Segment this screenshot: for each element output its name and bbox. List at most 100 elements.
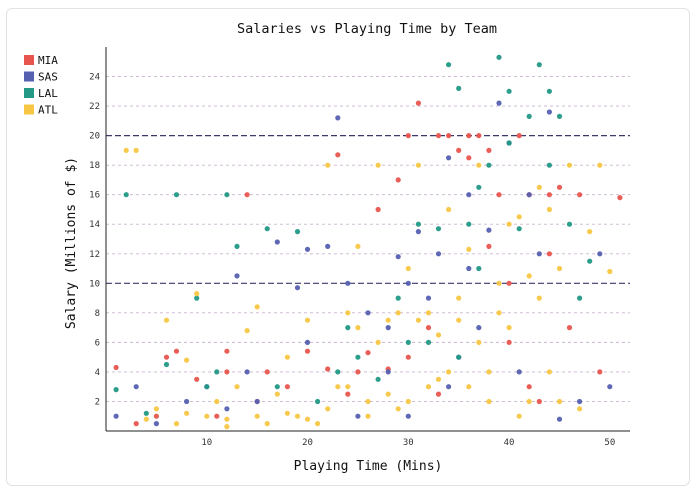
- point-atl: [526, 273, 532, 279]
- point-atl: [385, 317, 391, 323]
- point-atl: [224, 416, 230, 422]
- point-mia: [486, 147, 492, 153]
- point-sas: [395, 254, 401, 260]
- point-mia: [325, 366, 331, 372]
- point-mia: [435, 391, 442, 397]
- point-atl: [355, 325, 361, 331]
- point-atl: [395, 406, 401, 412]
- x-axis-label: Playing Time (Mins): [294, 459, 443, 474]
- y-tick-label: 16: [89, 191, 100, 201]
- point-mia: [577, 192, 583, 198]
- point-sas: [476, 325, 482, 331]
- point-atl: [184, 410, 190, 416]
- point-sas: [516, 369, 522, 375]
- data-points: [113, 54, 623, 430]
- point-atl: [425, 310, 432, 316]
- point-mia: [566, 325, 573, 331]
- point-sas: [335, 115, 341, 121]
- point-atl: [405, 265, 411, 272]
- point-lal: [476, 184, 482, 190]
- point-atl: [184, 357, 190, 363]
- point-sas: [435, 251, 442, 257]
- x-tick-labels: 10 20 30 40 50: [201, 438, 615, 448]
- chart-card: [6, 8, 690, 486]
- point-lal: [446, 62, 452, 68]
- point-atl: [325, 162, 331, 168]
- point-mia: [617, 195, 623, 201]
- point-sas: [425, 295, 432, 301]
- point-atl: [607, 268, 613, 275]
- point-lal: [204, 384, 210, 390]
- point-atl: [264, 421, 270, 427]
- point-sas: [325, 243, 331, 249]
- point-atl: [123, 147, 129, 153]
- point-sas: [526, 192, 532, 198]
- point-lal: [335, 369, 341, 375]
- point-sas: [133, 384, 139, 390]
- point-atl: [425, 384, 432, 390]
- point-atl: [133, 147, 139, 153]
- point-mia: [113, 364, 119, 371]
- y-axis-label: Salary (Millions of $): [64, 157, 79, 329]
- point-atl: [546, 206, 553, 213]
- point-atl: [546, 369, 553, 375]
- point-atl: [577, 406, 583, 412]
- point-atl: [284, 410, 290, 416]
- point-atl: [365, 398, 371, 405]
- point-atl: [194, 291, 200, 297]
- point-sas: [385, 325, 391, 331]
- point-mia: [536, 398, 542, 405]
- point-atl: [254, 304, 260, 310]
- legend-swatch: [24, 88, 34, 98]
- point-lal: [163, 361, 170, 368]
- point-mia: [486, 243, 492, 249]
- point-sas: [446, 384, 452, 390]
- point-sas: [294, 285, 301, 291]
- point-atl: [476, 162, 482, 168]
- legend-swatch: [24, 104, 34, 115]
- point-sas: [536, 251, 542, 257]
- point-atl: [516, 214, 522, 220]
- point-atl: [597, 162, 603, 168]
- point-atl: [345, 310, 351, 316]
- y-tick-label: 8: [95, 309, 100, 319]
- point-mia: [476, 133, 482, 139]
- point-sas: [466, 192, 472, 198]
- point-mia: [466, 133, 472, 139]
- x-tick-label: 10: [201, 438, 212, 448]
- point-sas: [224, 406, 230, 412]
- legend-label: MIA: [38, 54, 58, 67]
- point-lal: [456, 354, 462, 360]
- point-lal: [315, 398, 321, 405]
- y-tick-label: 22: [89, 102, 100, 112]
- point-mia: [405, 133, 411, 139]
- point-atl: [325, 406, 331, 412]
- point-sas: [466, 265, 472, 272]
- point-atl: [214, 398, 220, 405]
- legend-label: SAS: [38, 71, 58, 84]
- axes: [105, 47, 630, 432]
- point-atl: [315, 421, 321, 427]
- point-atl: [556, 265, 563, 272]
- point-atl: [294, 413, 301, 419]
- point-atl: [234, 384, 240, 390]
- point-mia: [153, 413, 159, 419]
- point-lal: [516, 226, 522, 232]
- point-lal: [566, 221, 573, 227]
- point-atl: [466, 384, 472, 390]
- point-atl: [163, 317, 170, 323]
- y-tick-label: 18: [89, 161, 100, 171]
- point-mia: [335, 152, 341, 158]
- point-mia: [194, 376, 200, 382]
- point-atl: [335, 384, 341, 390]
- point-mia: [516, 133, 522, 139]
- x-tick-label: 20: [302, 438, 313, 448]
- point-sas: [607, 384, 613, 390]
- point-atl: [365, 413, 371, 419]
- x-tick-label: 40: [504, 438, 515, 448]
- point-atl: [415, 162, 421, 168]
- point-atl: [304, 416, 311, 422]
- point-sas: [597, 251, 603, 257]
- point-atl: [587, 229, 593, 235]
- point-mia: [546, 192, 553, 198]
